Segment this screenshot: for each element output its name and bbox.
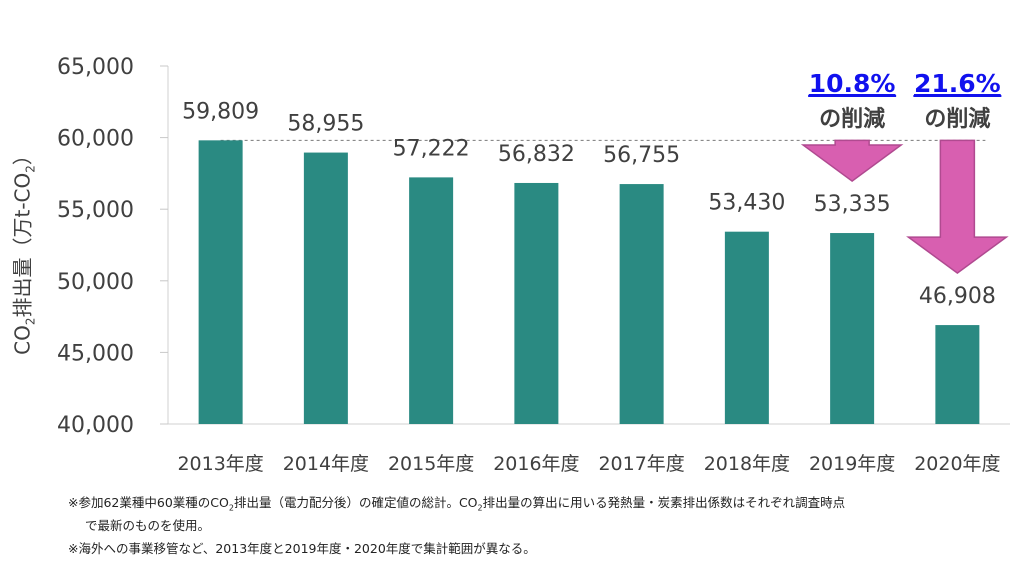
x-tick-label: 2016年度 (493, 453, 579, 475)
x-tick-label: 2018年度 (704, 453, 790, 475)
reduction-arrow (906, 139, 1009, 275)
data-label: 53,335 (814, 192, 891, 217)
reduction-percent: 10.8% (809, 69, 896, 98)
y-tick-label: 45,000 (57, 341, 134, 366)
bar-chart: 40,000 45,000 50,000 55,000 60,000 65,000 59,8… (57, 55, 1010, 475)
bar (303, 152, 348, 425)
y-tick-label: 55,000 (57, 198, 134, 223)
footnote-1: ※参加62業種中60業種のCO2排出量（電力配分後）の確定値の総計。CO2排出量… (68, 495, 846, 533)
bar (619, 184, 664, 424)
x-tick-label: 2015年度 (388, 453, 474, 475)
data-label: 59,809 (182, 99, 259, 124)
x-tick-label: 2013年度 (177, 453, 263, 475)
bar (935, 325, 980, 424)
y-tick-label: 50,000 (57, 270, 134, 295)
data-label: 56,832 (498, 142, 575, 167)
data-label: 53,430 (708, 191, 785, 216)
bar (409, 177, 454, 424)
footnotes: ※参加62業種中60業種のCO2排出量（電力配分後）の確定値の総計。CO2排出量… (68, 494, 845, 563)
footnote-2: ※海外への事業移管など、2013年度と2019年度・2020年度で集計範囲が異な… (68, 540, 536, 556)
bar (198, 140, 243, 424)
y-axis-title: CO2排出量（万t-CO2） (10, 145, 38, 355)
bar (724, 231, 769, 424)
reduction-text: の削減 (924, 107, 990, 132)
x-tick-label: 2019年度 (809, 453, 895, 475)
x-tick-label: 2017年度 (598, 453, 684, 475)
reduction-percent: 21.6% (914, 69, 1001, 98)
x-tick-label: 2020年度 (914, 453, 1000, 475)
y-tick-label: 65,000 (57, 55, 134, 80)
bar (514, 182, 559, 424)
x-tick-label: 2014年度 (283, 453, 369, 475)
data-label: 58,955 (287, 112, 364, 137)
reduction-arrow (800, 139, 904, 182)
bars-layer (198, 140, 980, 425)
reduction-text: の削減 (819, 107, 885, 132)
data-label: 56,755 (603, 143, 680, 168)
data-label: 46,908 (919, 284, 996, 309)
data-label: 57,222 (393, 136, 470, 161)
y-tick-label: 60,000 (57, 127, 134, 152)
y-tick-label: 40,000 (57, 413, 134, 438)
bar (830, 233, 875, 424)
labels-layer: 40,000 45,000 50,000 55,000 60,000 65,000 59,8… (57, 55, 1001, 475)
annotations-layer: 10.8% の削減 21.6% の削減 (800, 69, 1009, 275)
